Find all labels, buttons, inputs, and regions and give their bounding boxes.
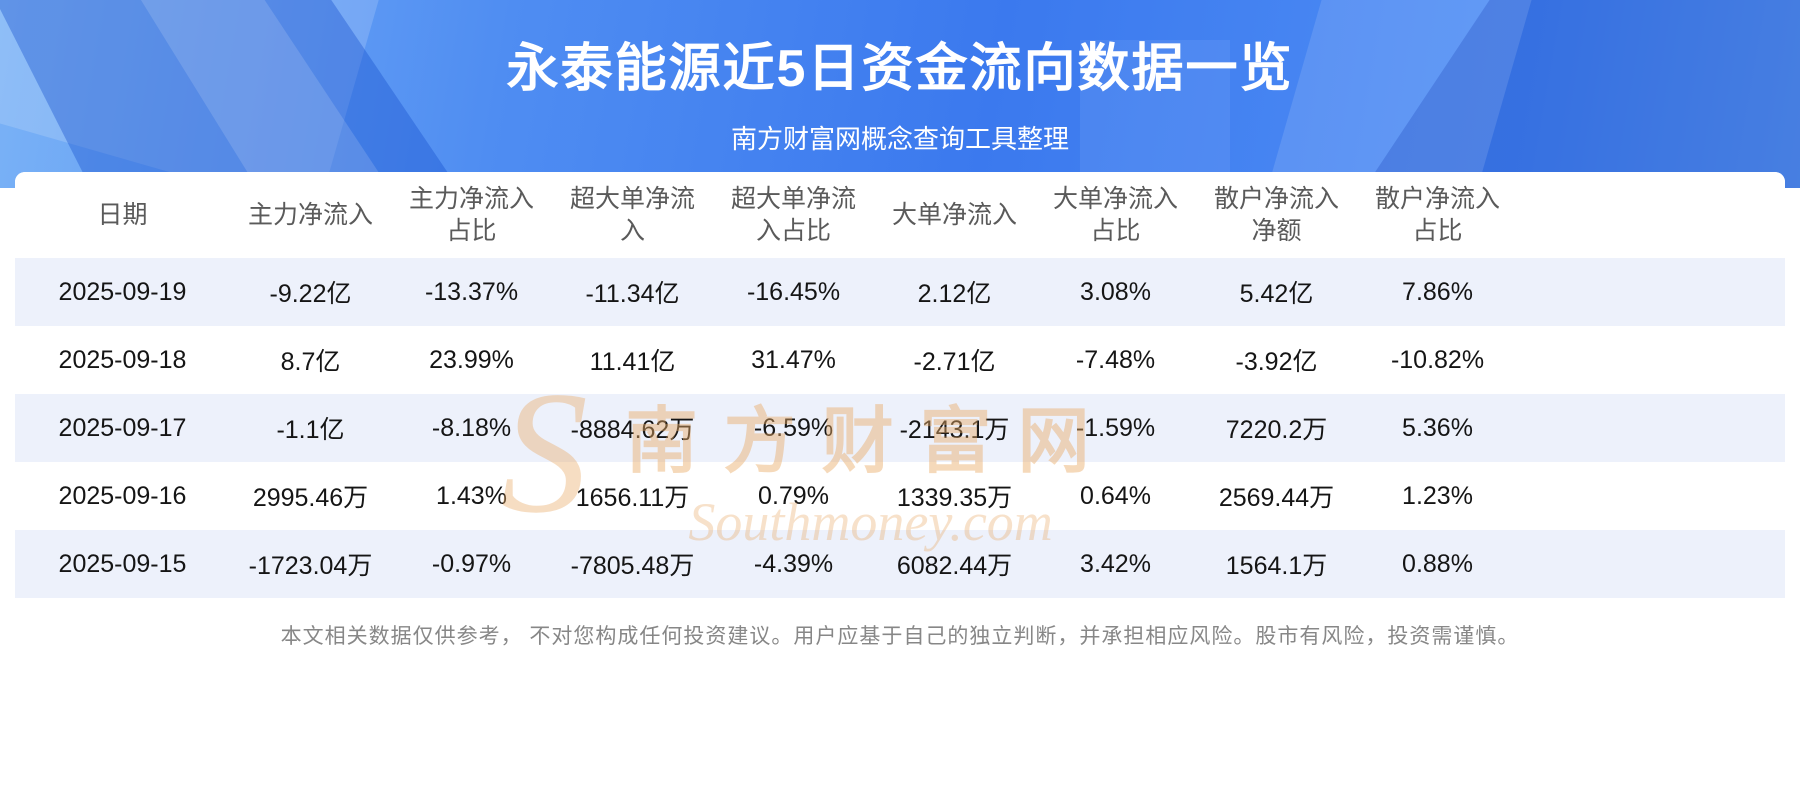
column-header: 散户净流入净额	[1196, 172, 1357, 258]
value-cell: -2.71亿	[913, 348, 996, 376]
value-cell: 6082.44万	[896, 552, 1013, 580]
value-cell: -13.37%	[424, 277, 519, 306]
date-cell: 2025-09-19	[58, 277, 187, 306]
value-cell: 5.42亿	[1239, 280, 1314, 308]
value-cell: -9.22亿	[269, 280, 352, 308]
date-cell: 2025-09-18	[58, 345, 187, 374]
value-cell: 5.36%	[1402, 413, 1473, 442]
value-cell: 23.99%	[429, 345, 514, 374]
value-cell: 2995.46万	[252, 484, 369, 512]
column-header: 大单净流入占比	[1035, 172, 1196, 258]
value-cell: -3.92亿	[1235, 348, 1318, 376]
value-cell: 31.47%	[751, 345, 836, 374]
value-cell: -16.45%	[746, 277, 841, 306]
column-header: 主力净流入	[230, 172, 391, 258]
value-cell: -2143.1万	[899, 416, 1010, 444]
table-row: 2025-09-17 -1.1亿 -8.18% -8884.62万 -6.59% -214…	[15, 394, 1785, 462]
fund-flow-table: 日期 主力净流入 主力净流入占比 超大单净流入 超大单净流入占比 大单净流入 大单净流入占比…	[15, 172, 1785, 598]
hero-banner: 永泰能源近5日资金流向数据一览 南方财富网概念查询工具整理	[0, 0, 1800, 188]
value-cell: -1.59%	[1075, 413, 1156, 442]
column-header: 超大单净流入占比	[713, 172, 874, 258]
value-cell: -8.18%	[431, 413, 512, 442]
cell-spacer	[1518, 462, 1785, 530]
column-header: 大单净流入	[874, 172, 1035, 258]
value-cell: -4.39%	[753, 549, 834, 578]
cell-spacer	[1518, 530, 1785, 598]
value-cell: 2569.44万	[1218, 484, 1335, 512]
value-cell: -7.48%	[1075, 345, 1156, 374]
value-cell: 11.41亿	[589, 348, 676, 376]
value-cell: 0.64%	[1080, 481, 1151, 510]
value-cell: -11.34亿	[585, 280, 680, 308]
table-body: 2025-09-19 -9.22亿 -13.37% -11.34亿 -16.45% 2.1…	[15, 258, 1785, 598]
value-cell: 1339.35万	[896, 484, 1013, 512]
value-cell: 7220.2万	[1225, 416, 1328, 444]
column-header: 日期	[15, 172, 230, 258]
value-cell: 8.7亿	[280, 348, 341, 376]
value-cell: 0.88%	[1402, 549, 1473, 578]
table-row: 2025-09-19 -9.22亿 -13.37% -11.34亿 -16.45% 2.1…	[15, 258, 1785, 326]
disclaimer-text: 本文相关数据仅供参考， 不对您构成任何投资建议。用户应基于自己的独立判断，并承担…	[280, 625, 1520, 648]
cell-spacer	[1518, 258, 1785, 326]
table-row: 2025-09-15 -1723.04万 -0.97% -7805.48万 -4.39%…	[15, 530, 1785, 598]
value-cell: -1723.04万	[248, 552, 373, 580]
fund-flow-card: 日期 主力净流入 主力净流入占比 超大单净流入 超大单净流入占比 大单净流入 大单净流入占比…	[15, 172, 1785, 598]
date-cell: 2025-09-17	[58, 413, 187, 442]
value-cell: 1.23%	[1402, 481, 1473, 510]
column-header: 主力净流入占比	[391, 172, 552, 258]
value-cell: 7.86%	[1402, 277, 1473, 306]
value-cell: -7805.48万	[570, 552, 695, 580]
value-cell: 3.42%	[1080, 549, 1151, 578]
value-cell: 0.79%	[758, 481, 829, 510]
value-cell: 1564.1万	[1225, 552, 1328, 580]
value-cell: 2.12亿	[917, 280, 992, 308]
value-cell: 1.43%	[436, 481, 507, 510]
value-cell: -10.82%	[1390, 345, 1485, 374]
page-subtitle: 南方财富网概念查询工具整理	[730, 124, 1069, 154]
column-spacer	[1518, 172, 1785, 258]
table-row: 2025-09-16 2995.46万 1.43% 1656.11万 0.79% 1339…	[15, 462, 1785, 530]
column-header: 散户净流入占比	[1357, 172, 1518, 258]
cell-spacer	[1518, 394, 1785, 462]
cell-spacer	[1518, 326, 1785, 394]
table-header-row: 日期 主力净流入 主力净流入占比 超大单净流入 超大单净流入占比 大单净流入 大单净流入占比…	[15, 172, 1785, 258]
page-title: 永泰能源近5日资金流向数据一览	[506, 40, 1294, 98]
value-cell: 1656.11万	[575, 484, 690, 512]
value-cell: 3.08%	[1080, 277, 1151, 306]
value-cell: -6.59%	[753, 413, 834, 442]
table-row: 2025-09-18 8.7亿 23.99% 11.41亿 31.47% -2.71亿 -7…	[15, 326, 1785, 394]
date-cell: 2025-09-15	[58, 549, 187, 578]
date-cell: 2025-09-16	[58, 481, 187, 510]
value-cell: -1.1亿	[276, 416, 345, 444]
value-cell: -0.97%	[431, 549, 512, 578]
value-cell: -8884.62万	[570, 416, 695, 444]
column-header: 超大单净流入	[552, 172, 713, 258]
